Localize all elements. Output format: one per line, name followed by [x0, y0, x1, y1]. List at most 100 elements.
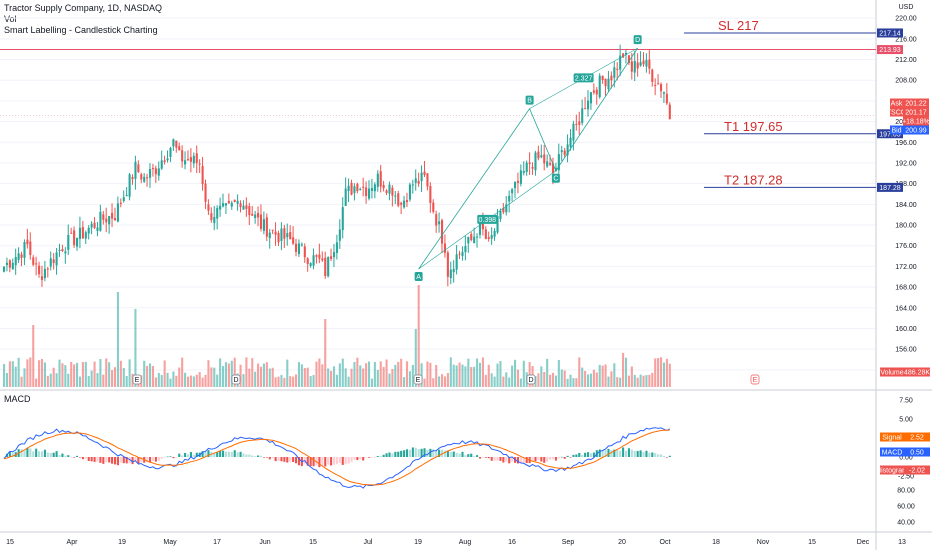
candle-body: [595, 89, 598, 95]
hist-label-tag-bg: [880, 465, 904, 475]
histogram-bar: [420, 448, 423, 457]
histogram-bar: [286, 457, 289, 463]
volume-bar: [184, 372, 187, 387]
volume-bar: [426, 361, 429, 387]
pattern-point-label: A: [416, 274, 421, 281]
volume-bar: [277, 376, 280, 387]
histogram-bar: [455, 452, 458, 457]
price-tick-label: 184.00: [895, 202, 917, 209]
candle-body: [70, 232, 73, 234]
volume-bar: [192, 376, 195, 387]
histogram-bar: [481, 457, 484, 458]
candle-body: [478, 218, 482, 235]
histogram-bar: [146, 457, 149, 463]
tsco-tag-bg: [903, 107, 929, 117]
candle-body: [546, 161, 549, 167]
histogram-bar: [505, 457, 508, 462]
pattern-point-label: D: [635, 37, 640, 44]
macd-histogram: [3, 447, 671, 468]
histogram-bar: [29, 448, 32, 457]
ask-label-tag: Ask: [891, 101, 903, 108]
histogram-bar: [511, 457, 514, 462]
event-marker: [750, 374, 760, 385]
volume-bar: [376, 369, 379, 387]
histogram-bar: [259, 455, 263, 457]
histogram-bar: [321, 457, 324, 467]
histogram-bar: [151, 457, 155, 461]
volume-bar: [248, 368, 251, 387]
time-tick-label: 17: [213, 539, 221, 546]
volume-bar: [341, 358, 344, 387]
histogram-bar: [169, 456, 172, 457]
event-marker-label: D: [233, 377, 238, 384]
histogram-bar: [622, 447, 625, 457]
volume-bar: [330, 370, 333, 387]
candle-body: [537, 151, 540, 159]
histogram-bar: [362, 457, 365, 461]
histogram-bar: [113, 457, 117, 465]
volume-bar: [32, 325, 35, 387]
histogram-bar: [581, 454, 584, 457]
candle-body: [292, 237, 295, 244]
volume-bar: [43, 362, 46, 387]
candle-body: [566, 144, 569, 156]
histogram-bar: [26, 447, 29, 457]
candle-body: [248, 206, 251, 215]
histogram-bar: [484, 457, 487, 458]
histogram-bar: [84, 457, 87, 459]
volume-bar: [648, 374, 651, 387]
volume-bar: [222, 366, 225, 387]
candle-body: [347, 185, 350, 192]
volume-bar: [8, 361, 11, 387]
histogram-bar: [11, 452, 14, 457]
volume-bar: [499, 361, 502, 387]
price-tick-label: 180.00: [895, 223, 917, 230]
candle-body: [230, 202, 233, 207]
volume-bar: [435, 364, 438, 387]
volume-bar: [487, 364, 490, 387]
volume-bar: [61, 363, 64, 387]
volume-bar: [473, 366, 476, 387]
event-marker-label: E: [416, 377, 421, 384]
candle-body: [557, 154, 560, 171]
volume-bar: [379, 361, 382, 387]
volume-bar: [405, 361, 409, 387]
histogram-bar: [624, 450, 628, 457]
histogram-bar: [344, 457, 347, 465]
histogram-bar: [58, 454, 61, 457]
volume-bar: [601, 365, 604, 387]
candle-body: [376, 173, 379, 187]
candle-body: [113, 218, 117, 221]
candle-body: [11, 262, 14, 270]
volume-bar: [254, 371, 257, 387]
volume-bar: [116, 292, 119, 387]
histogram-bar: [315, 457, 318, 466]
volume-bar: [219, 358, 222, 387]
volume-bar: [216, 374, 219, 387]
histogram-bar: [318, 457, 321, 468]
candle-body: [143, 176, 146, 182]
candle-body: [443, 243, 447, 253]
histogram-bar: [268, 457, 271, 460]
volume-bar: [239, 364, 242, 387]
candle-body: [64, 251, 67, 254]
volume-bar: [607, 376, 610, 387]
histogram-bar: [283, 457, 286, 462]
histogram-bar: [230, 451, 233, 457]
candle-body: [219, 205, 222, 210]
candle-body: [242, 205, 245, 210]
candle-body: [356, 183, 359, 192]
histogram-bar: [332, 457, 336, 465]
candle-body: [470, 233, 473, 241]
ask-label-tag-bg: [890, 98, 903, 108]
volume-bar: [508, 377, 511, 387]
volume-bar: [511, 365, 514, 387]
volume-bar: [324, 319, 327, 387]
candle-body: [254, 214, 257, 219]
histogram-bar: [584, 452, 587, 457]
volume-bar: [630, 366, 633, 387]
histogram-bar: [245, 454, 248, 457]
time-tick-label: Nov: [757, 539, 770, 546]
